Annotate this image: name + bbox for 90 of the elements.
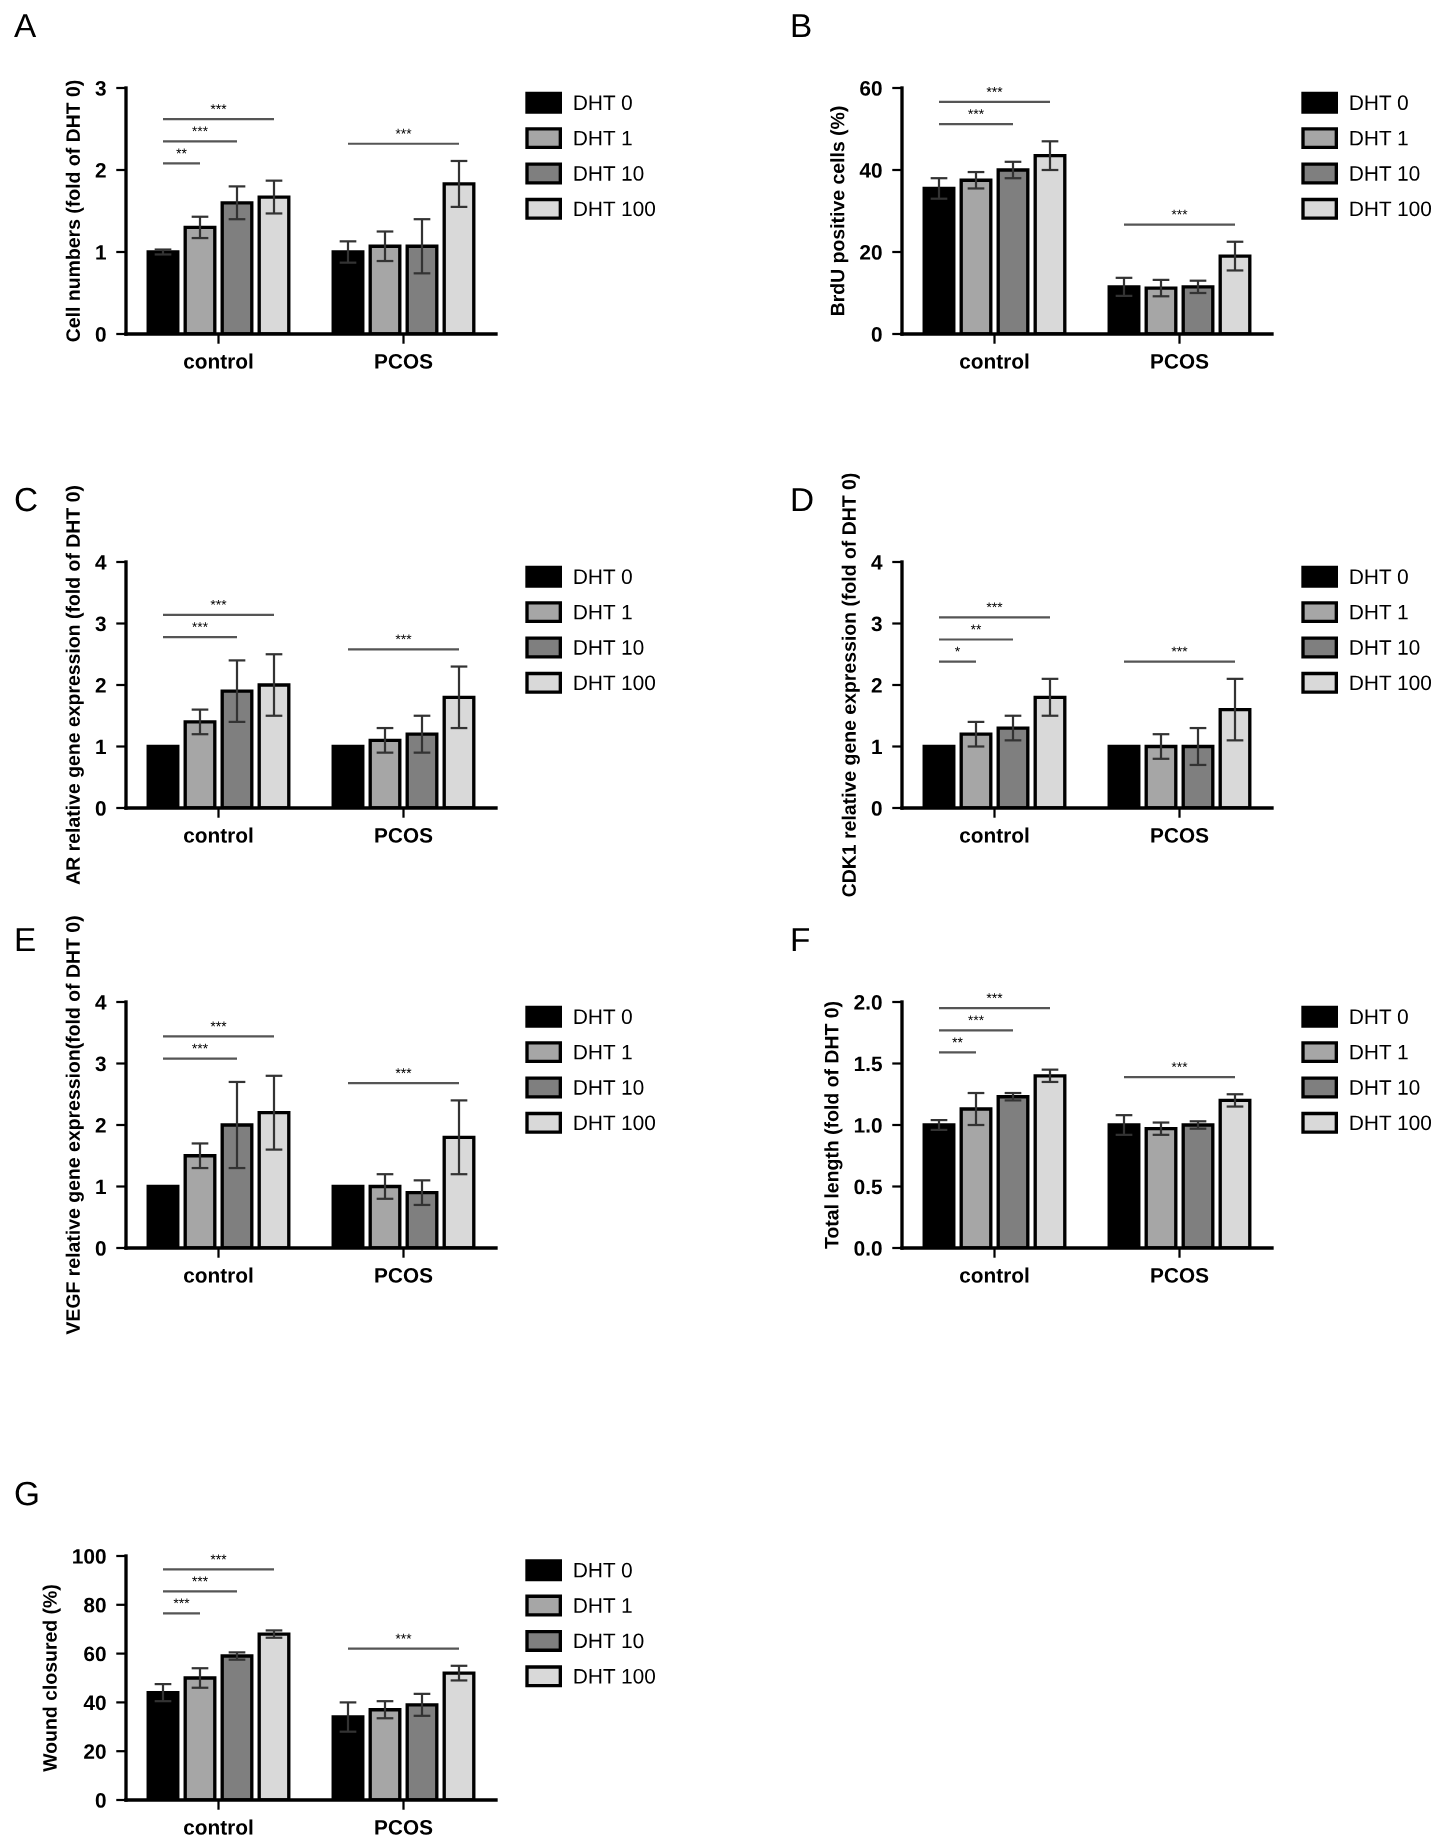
legend-label: DHT 1 [1350,130,1408,146]
y-tick-label: 3 [95,616,106,632]
y-tick-label: 80 [84,1597,106,1613]
legend-label: DHT 10 [1350,640,1420,655]
y-tick-label: 4 [95,555,107,570]
y-axis-title: BrdU positive cells (%) [830,106,849,316]
y-tick-label: 0 [871,801,882,816]
x-tick-label: PCOS [1151,1267,1209,1283]
y-tick-label: 0 [95,801,106,816]
x-tick-label: control [184,1267,253,1283]
x-tick-label: PCOS [375,353,433,369]
y-axis-title: Wound closured (%) [42,1585,61,1772]
y-tick-label: 1.0 [854,1118,882,1133]
legend-label: DHT 100 [574,1115,656,1131]
y-tick-label: 2.0 [854,995,882,1010]
y-tick-label: 40 [83,1695,106,1711]
legend-label: DHT 0 [574,1009,632,1025]
chart-title: G [15,1481,38,1506]
legend-label: DHT 0 [1350,1009,1408,1025]
y-tick-label: 1 [96,245,106,260]
y-axis-title: AR relative gene expression (fold of DHT 0) [65,486,84,885]
y-tick-label: 0 [95,1241,106,1256]
legend-label: DHT 100 [574,1668,656,1684]
y-tick-label: 2 [95,1118,106,1133]
x-tick-label: control [184,353,253,369]
y-tick-label: 20 [84,1744,106,1759]
y-tick-label: 3 [95,81,106,96]
x-tick-label: PCOS [1151,353,1209,369]
chart-title: E [16,928,35,952]
legend-label: DHT 1 [574,1598,632,1613]
y-tick-label: 0 [95,327,106,342]
legend-label: DHT 1 [1350,1044,1408,1060]
legend-label: DHT 100 [1350,1115,1432,1131]
y-tick-label: 4 [95,995,107,1010]
legend-label: DHT 100 [574,201,656,217]
legend-label: DHT 1 [1350,604,1408,620]
x-tick-label: control [960,353,1029,369]
legend-label: DHT 1 [574,604,632,620]
chart-title: C [15,487,37,512]
chart-title: D [792,488,813,512]
y-tick-label: 3 [95,1056,106,1072]
legend-label: DHT 0 [574,95,632,111]
legend-label: DHT 0 [1350,95,1408,111]
x-tick-label: PCOS [375,1819,433,1835]
y-axis-title: Total length (fold of DHT 0) [824,1001,843,1249]
legend-label: DHT 100 [1350,675,1432,691]
y-tick-label: 2 [95,163,106,178]
y-axis-title: Cell numbers (fold of DHT 0) [65,80,84,342]
legend-label: DHT 10 [574,640,644,655]
y-tick-label: 0 [95,1793,106,1808]
y-tick-label: 2 [871,678,882,693]
y-tick-label: 1 [96,739,106,755]
y-tick-label: 1.5 [854,1056,882,1072]
y-tick-label: 0 [871,327,882,342]
x-tick-label: control [184,827,253,843]
x-tick-label: PCOS [375,1267,433,1283]
chart-title: F [792,928,810,952]
y-tick-label: 60 [860,81,882,96]
legend-label: DHT 10 [1350,1080,1420,1095]
y-tick-label: 100 [73,1549,106,1564]
legend-label: DHT 0 [574,569,632,585]
legend-label: DHT 100 [574,675,656,691]
legend-label: DHT 10 [574,1633,644,1649]
legend-label: DHT 0 [1350,569,1408,585]
y-tick-label: 20 [860,245,882,260]
y-tick-label: 2 [95,678,106,693]
chart-title: B [792,14,811,38]
chart-title: A [14,14,37,38]
legend-label: DHT 1 [574,130,632,146]
y-tick-label: 4 [871,555,883,570]
x-tick-label: control [960,827,1029,843]
x-tick-label: control [960,1267,1029,1283]
y-axis-title: CDK1 relative gene expression (fold of DHT 0) [841,473,860,897]
y-tick-label: 1 [96,1179,106,1195]
legend-label: DHT 10 [574,166,644,181]
y-tick-label: 40 [859,163,882,178]
legend-label: DHT 10 [574,1080,644,1095]
x-tick-label: control [184,1819,253,1835]
y-tick-label: 0.5 [854,1179,882,1195]
legend-label: DHT 0 [574,1562,632,1578]
x-tick-label: PCOS [1151,827,1209,843]
y-tick-label: 3 [871,616,882,632]
y-tick-label: 0.0 [854,1241,882,1256]
legend-label: DHT 10 [1350,166,1420,181]
legend-label: DHT 1 [574,1044,632,1060]
y-tick-label: 1 [872,739,882,755]
x-tick-label: PCOS [375,827,433,843]
y-tick-label: 60 [84,1646,106,1662]
y-axis-title: VEGF relative gene expression(fold of DHT 0) [65,916,84,1335]
legend-label: DHT 100 [1350,201,1432,217]
